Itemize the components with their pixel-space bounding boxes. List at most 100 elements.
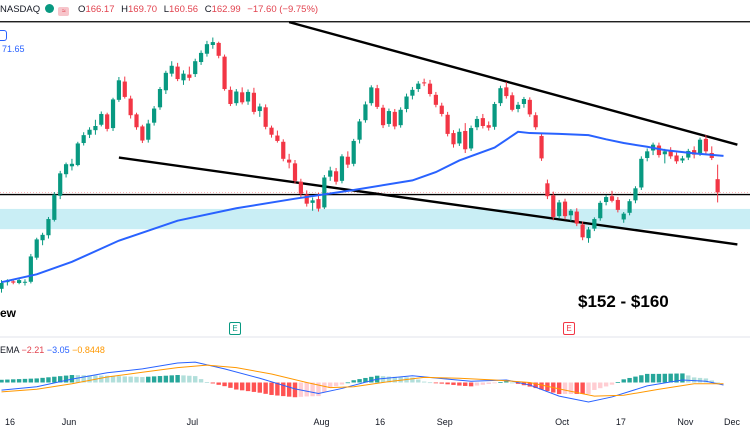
macd-legend: EMA −2.21 −3.05 −0.8448	[0, 345, 105, 355]
symbol-label[interactable]: NASDAQ	[0, 4, 41, 15]
ma-indicator-tag-icon[interactable]	[0, 30, 7, 41]
macd-histogram-bar	[310, 382, 315, 397]
macd-histogram-bar	[586, 382, 591, 394]
macd-histogram-bar	[281, 382, 286, 397]
macd-histogram-bar	[52, 376, 57, 383]
candle-body	[433, 94, 438, 105]
macd-histogram-bar	[263, 382, 268, 394]
macd-histogram-bar	[715, 382, 720, 384]
x-tick-label: Dec	[723, 417, 741, 427]
macd-histogram-bar	[175, 375, 180, 383]
candle-body	[604, 197, 609, 203]
candle-body	[46, 219, 51, 236]
candle-body	[504, 87, 509, 97]
macd-histogram-bar	[668, 373, 673, 383]
candle-body	[310, 200, 315, 203]
candle-body	[87, 129, 92, 135]
macd-histogram-bar	[369, 376, 374, 383]
candle-body	[562, 201, 568, 217]
candle-body	[422, 82, 427, 84]
candle-body	[345, 156, 350, 165]
macd-histogram-bar	[292, 382, 298, 398]
macd-histogram-bar	[157, 376, 163, 383]
macd-histogram-bar	[656, 373, 662, 383]
earnings-marker-icon[interactable]: E	[563, 322, 575, 335]
macd-histogram-bar	[515, 382, 521, 384]
macd-histogram-bar	[333, 382, 339, 387]
macd-histogram-bar	[210, 382, 216, 384]
macd-histogram-bar	[427, 382, 433, 384]
macd-signal-line	[1, 364, 724, 397]
macd-histogram-bar	[650, 373, 656, 383]
candle-body	[463, 130, 468, 150]
macd-histogram-bar	[11, 379, 16, 383]
macd-histogram-bar	[81, 375, 86, 383]
candle-body	[615, 199, 620, 210]
macd-histogram-bar	[709, 380, 714, 383]
macd-histogram-bar	[492, 382, 497, 384]
macd-histogram-bar	[416, 379, 421, 383]
candle-body	[333, 171, 339, 182]
candle-body	[380, 107, 386, 126]
candle-body	[486, 125, 491, 128]
macd-histogram-bar	[0, 379, 4, 383]
x-tick-label: 16	[375, 417, 386, 427]
macd-signal-value: −0.8448	[72, 345, 105, 355]
macd-histogram-bar	[351, 380, 356, 383]
macd-histogram-bar	[234, 382, 239, 390]
macd-histogram-bar	[110, 375, 116, 383]
macd-histogram-bar	[286, 382, 292, 397]
candle-body	[404, 96, 409, 109]
macd-histogram-bar	[22, 378, 28, 383]
candle-body	[181, 73, 186, 81]
macd-histogram-bar	[445, 382, 450, 385]
candle-body	[75, 143, 80, 166]
macd-histogram-bar	[87, 375, 92, 383]
candle-body	[580, 224, 585, 238]
macd-histogram-bar	[533, 382, 538, 389]
macd-histogram-bar	[316, 382, 321, 397]
macd-histogram-bar	[410, 377, 415, 383]
candle-body	[410, 89, 415, 96]
macd-histogram-bar	[539, 382, 544, 390]
macd-histogram-bar	[222, 382, 227, 387]
candle-body	[609, 196, 615, 201]
macd-histogram-bar	[639, 375, 644, 383]
candle-body	[533, 115, 538, 128]
quick-trade-icon[interactable]: ≈	[58, 7, 70, 16]
macd-histogram-bar	[674, 373, 679, 383]
candle-body	[222, 56, 227, 90]
macd-histogram-bar	[480, 382, 486, 385]
macd-histogram-bar	[386, 376, 392, 383]
macd-histogram-bar	[163, 375, 169, 383]
candle-body	[386, 111, 392, 124]
candle-body	[240, 92, 245, 103]
candle-body	[251, 92, 257, 112]
candle-body	[163, 72, 168, 91]
open-value: 166.17	[85, 4, 115, 15]
candle-body	[551, 195, 556, 217]
candle-body	[474, 118, 480, 128]
macd-histogram-bar	[598, 382, 603, 389]
macd-histogram-bar	[568, 382, 574, 394]
macd-histogram-bar	[662, 373, 668, 383]
x-tick-label: Oct	[555, 417, 570, 427]
candle-body	[275, 135, 280, 141]
candle-body	[557, 202, 562, 217]
macd-line	[1, 361, 724, 403]
macd-histogram-bar	[562, 382, 568, 394]
macd-histogram-bar	[574, 382, 579, 394]
macd-histogram-bar	[269, 382, 274, 395]
macd-histogram-bar	[645, 373, 650, 383]
close-value: 162.99	[211, 4, 241, 15]
candle-body	[680, 158, 685, 161]
earnings-marker-icon[interactable]: E	[229, 322, 241, 335]
macd-histogram-bar	[345, 382, 351, 384]
macd-histogram-bar	[509, 382, 515, 384]
candle-body	[668, 150, 673, 157]
candle-body	[304, 194, 309, 204]
candle-body	[621, 213, 626, 220]
candle-body	[398, 109, 403, 126]
macd-histogram-bar	[169, 375, 174, 383]
